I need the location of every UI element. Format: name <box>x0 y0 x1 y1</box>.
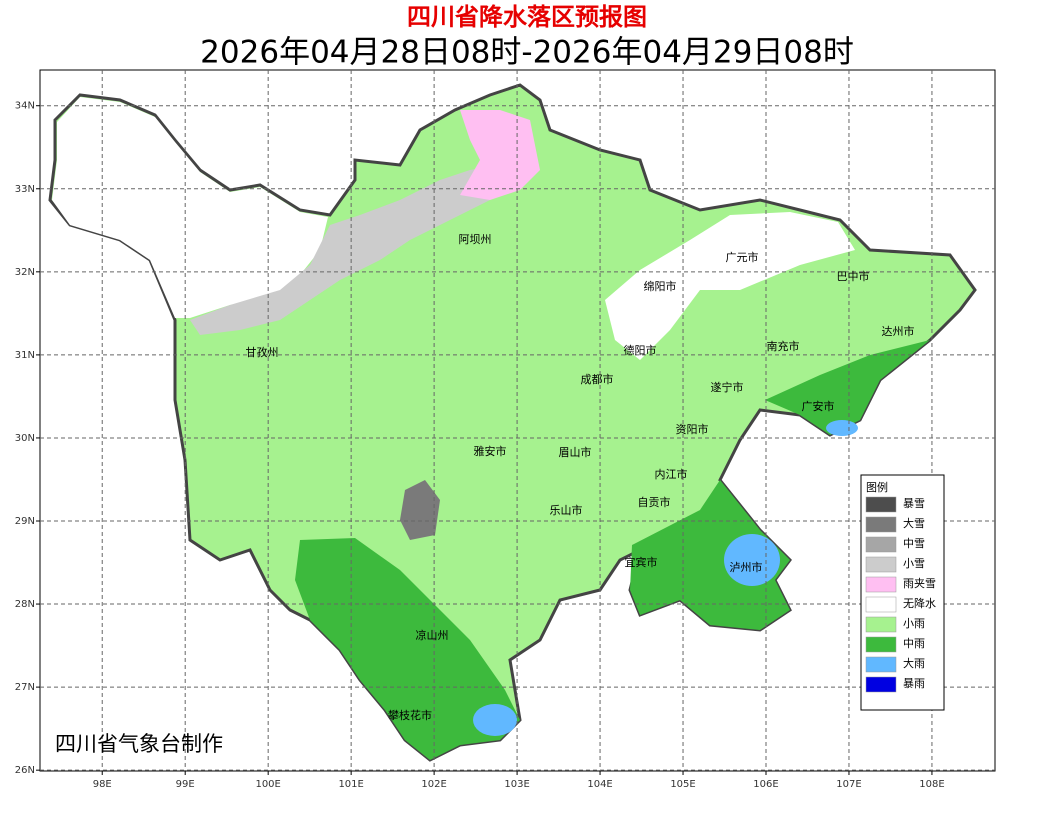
no-rain-nw <box>52 97 328 318</box>
title: 四川省降水落区预报图 <box>407 3 647 31</box>
grid <box>40 70 995 771</box>
x-tick-label: 103E <box>504 779 529 790</box>
city-label: 宜宾市 <box>625 555 658 569</box>
x-tick-label: 101E <box>338 779 363 790</box>
x-tick-label: 108E <box>919 779 944 790</box>
city-label: 雅安市 <box>474 444 507 458</box>
legend-swatch <box>865 616 897 633</box>
city-label: 南充市 <box>767 339 800 353</box>
legend-swatch <box>865 536 897 553</box>
city-label: 遂宁市 <box>711 380 744 394</box>
sleet-north <box>460 110 540 200</box>
x-tick-label: 104E <box>587 779 612 790</box>
city-label: 成都市 <box>581 372 614 386</box>
city-label: 攀枝花市 <box>388 708 432 722</box>
moderate-rain-ne <box>765 340 930 435</box>
axis-ticks: 98E 99E 100E 101E 102E 103E 104E 105E 106E 107E 10… <box>15 101 945 790</box>
legend-label: 大雨 <box>903 656 925 670</box>
credit: 四川省气象台制作 <box>55 732 223 756</box>
y-tick-label: 34N <box>15 101 35 112</box>
x-tick-label: 98E <box>93 779 112 790</box>
legend-label: 小雪 <box>903 557 925 570</box>
x-tick-label: 105E <box>670 779 695 790</box>
x-tick-label: 106E <box>753 779 778 790</box>
subtitle: 2026年04月28日08时-2026年04月29日08时 <box>200 35 854 71</box>
heavy-rain-luzhou <box>724 534 780 586</box>
legend-swatch <box>865 556 897 573</box>
city-label: 内江市 <box>655 467 688 481</box>
legend-swatch <box>865 496 897 513</box>
no-rain-ne <box>605 212 855 360</box>
x-tick-label: 102E <box>421 779 446 790</box>
y-tick-label: 31N <box>15 350 35 361</box>
y-tick-label: 28N <box>15 599 35 610</box>
legend-swatch <box>865 676 897 693</box>
legend-swatch <box>865 516 897 533</box>
city-label: 广元市 <box>726 250 759 264</box>
city-label: 甘孜州 <box>246 345 279 359</box>
y-tick-label: 29N <box>15 516 35 527</box>
city-label: 阿坝州 <box>459 232 492 246</box>
city-label: 泸州市 <box>730 560 763 574</box>
city-label: 广安市 <box>802 399 835 413</box>
legend-label: 中雨 <box>903 637 925 650</box>
city-label: 巴中市 <box>837 269 870 283</box>
city-label: 德阳市 <box>624 343 657 357</box>
city-label: 自贡市 <box>638 495 671 509</box>
legend-label: 大雪 <box>903 516 925 530</box>
heavy-snow-patch <box>400 480 440 540</box>
legend-swatch <box>865 656 897 673</box>
legend-label: 雨夹雪 <box>903 577 936 590</box>
legend-label: 暴雨 <box>903 677 925 690</box>
legend-swatch <box>865 596 897 613</box>
y-tick-label: 26N <box>15 765 35 776</box>
y-tick-label: 30N <box>15 433 35 444</box>
city-label: 乐山市 <box>550 503 583 517</box>
legend-label: 小雨 <box>903 617 925 630</box>
city-label: 眉山市 <box>559 445 592 459</box>
heavy-rain-guangan <box>826 420 858 436</box>
heavy-rain-south <box>473 704 517 736</box>
moderate-rain-south <box>295 538 520 760</box>
legend-swatch <box>865 636 897 653</box>
x-tick-label: 107E <box>836 779 861 790</box>
y-tick-label: 32N <box>15 267 35 278</box>
y-tick-label: 27N <box>15 682 35 693</box>
legend-swatch <box>865 576 897 593</box>
legend-label: 暴雪 <box>903 497 925 510</box>
city-label: 达州市 <box>882 324 915 338</box>
x-tick-label: 99E <box>176 779 195 790</box>
snow-north <box>190 165 500 335</box>
legend-label: 中雪 <box>903 537 925 550</box>
city-label: 绵阳市 <box>644 279 677 293</box>
legend-title: 图例 <box>866 480 888 494</box>
city-label: 凉山州 <box>416 628 449 642</box>
x-tick-label: 100E <box>255 779 280 790</box>
city-label: 资阳市 <box>676 422 709 436</box>
moderate-rain-se <box>630 480 790 630</box>
legend-label: 无降水 <box>903 596 936 610</box>
y-tick-label: 33N <box>15 184 35 195</box>
